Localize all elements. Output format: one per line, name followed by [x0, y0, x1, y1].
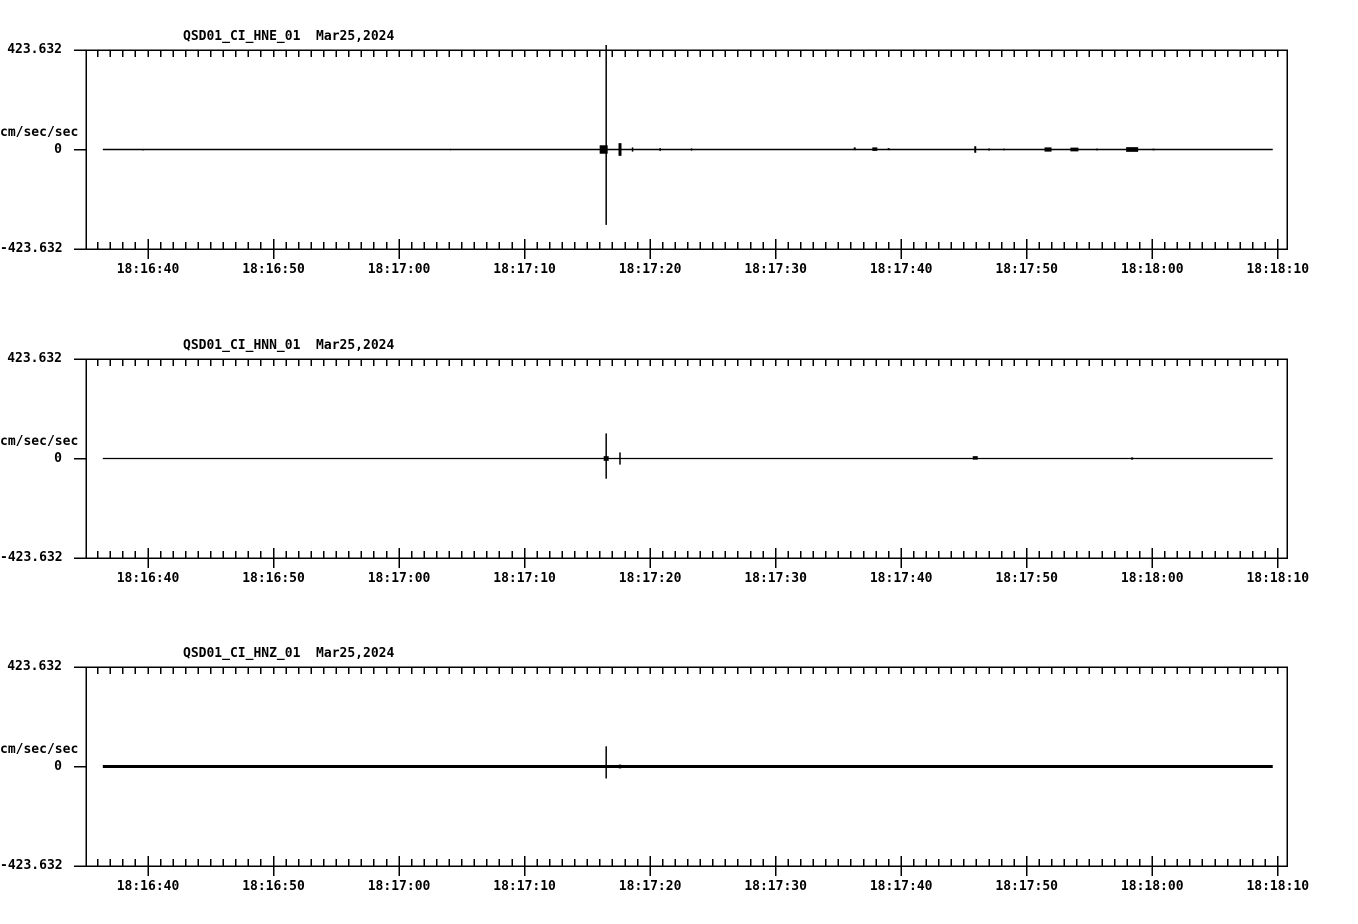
time-tick-label: 18:18:10: [1246, 571, 1310, 586]
time-tick-label: 18:17:30: [744, 879, 807, 894]
time-tick-label: 18:18:00: [1120, 571, 1184, 586]
y-axis-unit-label: cm/sec/sec: [0, 434, 79, 449]
time-tick-label: 18:16:50: [242, 879, 305, 894]
time-tick-label: 18:16:40: [116, 262, 180, 277]
y-axis-zero-label: 0: [54, 759, 62, 774]
time-tick-label: 18:18:00: [1120, 879, 1184, 894]
seismogram-panel-hne: QSD01_CI_HNE_01 Mar25,2024 423.632 cm/se…: [0, 0, 1358, 308]
panel-title: QSD01_CI_HNE_01 Mar25,2024: [183, 29, 395, 44]
time-tick-label: 18:17:20: [618, 879, 682, 894]
time-tick-label: 18:17:50: [995, 571, 1059, 586]
time-tick-label: 18:17:30: [744, 571, 807, 586]
y-axis-min-label: -423.632: [0, 858, 63, 873]
time-tick-label: 18:17:20: [618, 262, 682, 277]
time-tick-label: 18:17:50: [995, 879, 1059, 894]
seismogram-panel-hnz: QSD01_CI_HNZ_01 Mar25,2024 423.632 cm/se…: [0, 617, 1358, 924]
hne-plot-area: [74, 44, 1288, 259]
time-tick-label: 18:17:30: [744, 262, 807, 277]
y-axis-min-label: -423.632: [0, 550, 63, 565]
panel-title: QSD01_CI_HNN_01 Mar25,2024: [183, 338, 395, 353]
time-tick-label: 18:16:50: [242, 571, 305, 586]
time-tick-label: 18:17:10: [493, 262, 556, 277]
time-tick-label: 18:17:40: [869, 571, 933, 586]
hnn-plot-area: [74, 358, 1288, 568]
time-tick-label: 18:16:40: [116, 879, 180, 894]
time-tick-label: 18:18:10: [1246, 879, 1310, 894]
y-axis-max-label: 423.632: [7, 351, 62, 366]
time-tick-label: 18:18:00: [1120, 262, 1184, 277]
y-axis-unit-label: cm/sec/sec: [0, 742, 79, 757]
time-tick-label: 18:17:00: [367, 262, 431, 277]
y-axis-zero-label: 0: [54, 451, 62, 466]
hnz-plot-area: [74, 666, 1288, 876]
time-tick-label: 18:17:00: [367, 879, 431, 894]
time-tick-label: 18:16:40: [116, 571, 180, 586]
time-tick-label: 18:16:50: [242, 262, 305, 277]
y-axis-max-label: 423.632: [7, 659, 62, 674]
time-tick-label: 18:17:20: [618, 571, 682, 586]
y-axis-max-label: 423.632: [7, 42, 62, 57]
y-axis-unit-label: cm/sec/sec: [0, 125, 79, 140]
time-tick-label: 18:17:10: [493, 879, 556, 894]
y-axis-min-label: -423.632: [0, 241, 63, 256]
time-tick-label: 18:17:00: [367, 571, 431, 586]
seismogram-panel-hnn: QSD01_CI_HNN_01 Mar25,2024 423.632 cm/se…: [0, 309, 1358, 617]
time-tick-label: 18:17:10: [493, 571, 556, 586]
y-axis-zero-label: 0: [54, 142, 62, 157]
time-tick-label: 18:17:50: [995, 262, 1059, 277]
panel-title: QSD01_CI_HNZ_01 Mar25,2024: [183, 646, 395, 661]
time-tick-label: 18:17:40: [869, 262, 933, 277]
time-tick-label: 18:18:10: [1246, 262, 1310, 277]
time-tick-label: 18:17:40: [869, 879, 933, 894]
